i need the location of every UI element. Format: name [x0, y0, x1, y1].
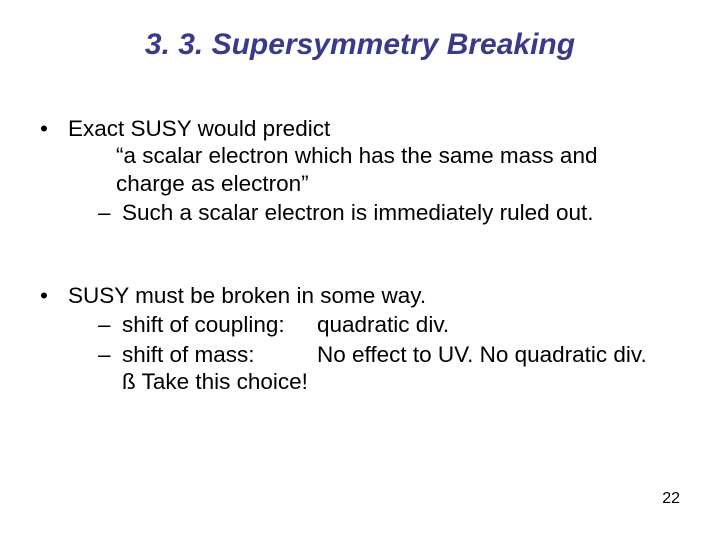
bullet-2-take-choice: ß Take this choice!	[68, 368, 688, 395]
bullet-1: Exact SUSY would predict “a scalar elect…	[38, 115, 688, 227]
bullet-1-quote-line1: “a scalar electron which has the same ma…	[68, 142, 688, 169]
slide-body: Exact SUSY would predict “a scalar elect…	[38, 115, 688, 451]
bullet-2-dash-2-right: No effect to UV. No quadratic div.	[317, 341, 647, 368]
slide-title: 3. 3. Supersymmetry Breaking	[0, 28, 720, 62]
bullet-2-dash-2-left: shift of mass:	[122, 341, 317, 368]
bullet-2: SUSY must be broken in some way. shift o…	[38, 282, 688, 396]
bullet-2-dash-1-left: shift of coupling:	[122, 311, 317, 338]
bullet-1-lead: Exact SUSY would predict	[68, 115, 688, 142]
bullet-2-dash-1: shift of coupling: quadratic div.	[68, 311, 688, 338]
bullet-2-dash-1-right: quadratic div.	[317, 311, 449, 338]
bullet-1-dash-1: Such a scalar electron is immediately ru…	[68, 199, 688, 226]
page-number: 22	[662, 490, 680, 508]
bullet-1-quote-line2: charge as electron”	[68, 170, 688, 197]
bullet-2-lead: SUSY must be broken in some way.	[68, 282, 688, 309]
bullet-2-dash-2: shift of mass: No effect to UV. No quadr…	[68, 341, 688, 368]
